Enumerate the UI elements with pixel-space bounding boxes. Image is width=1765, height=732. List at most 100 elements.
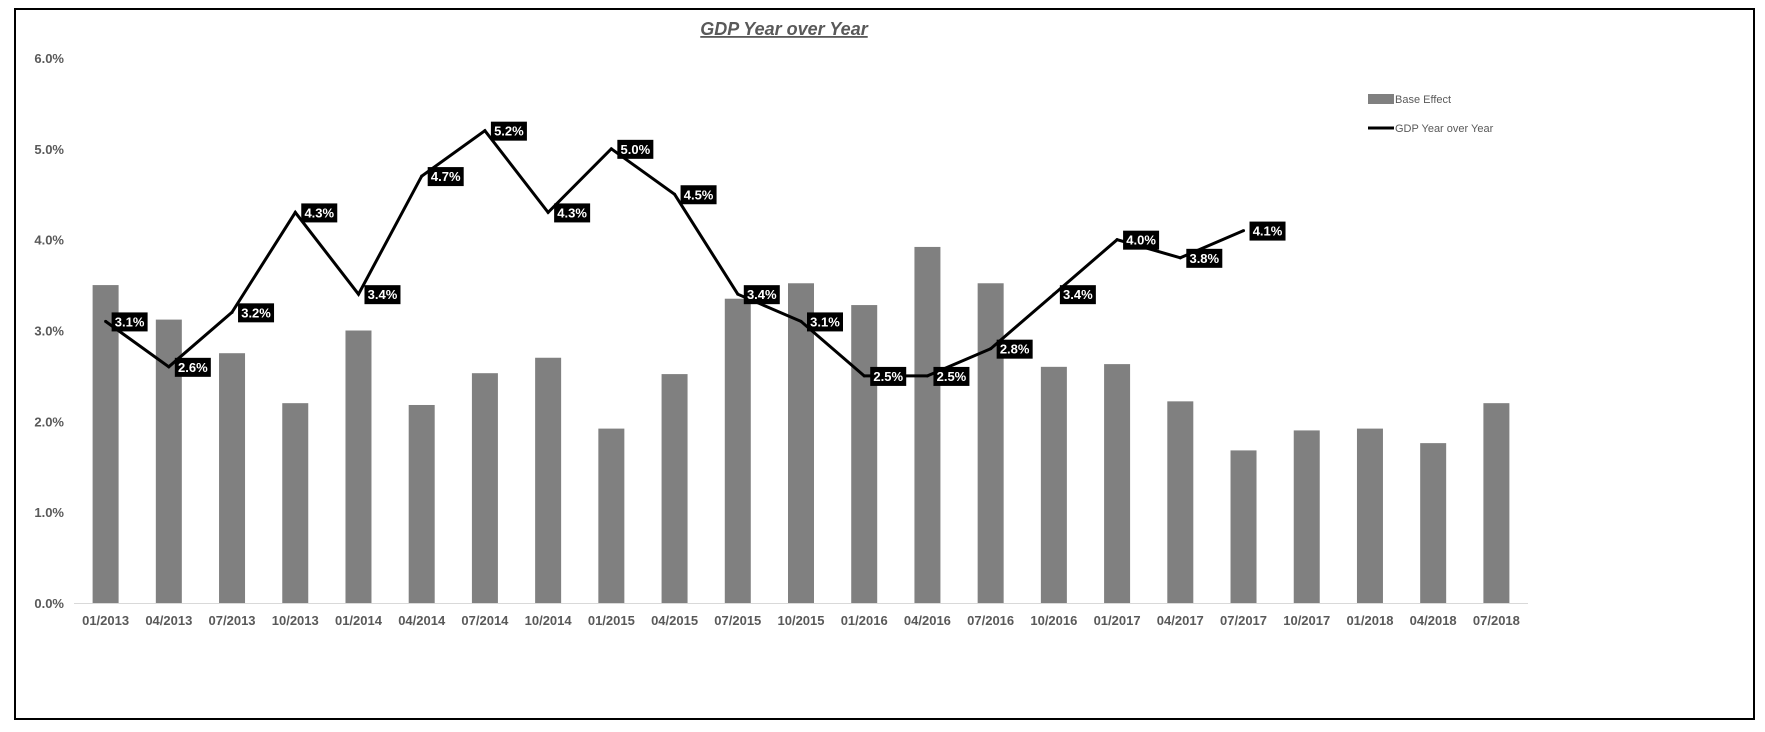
data-label-text-18: 4.1%	[1253, 224, 1283, 239]
line-point-1	[167, 365, 171, 369]
x-tick-label: 04/2013	[145, 613, 192, 628]
data-label-text-7: 4.3%	[557, 205, 587, 220]
x-tick-label: 07/2015	[714, 613, 761, 628]
x-tick-label: 10/2013	[272, 613, 319, 628]
bar-base-effect-12	[851, 305, 878, 603]
x-tick-label: 01/2013	[82, 613, 129, 628]
bar-base-effect-22	[1483, 403, 1510, 603]
legend-label-base-effect: Base Effect	[1395, 94, 1451, 106]
data-label-bg-2	[238, 303, 275, 323]
data-label-text-10: 3.4%	[747, 287, 777, 302]
x-axis: 01/2013 04/2013 07/2013 10/2013 01/2014 04/20…	[74, 603, 1528, 628]
x-tick-label: 01/2014	[335, 613, 383, 628]
y-tick-label: 0.0%	[34, 596, 64, 611]
x-tick-label: 01/2015	[588, 613, 635, 628]
data-label-text-13: 2.5%	[937, 369, 967, 384]
bar-base-effect-21	[1420, 443, 1447, 603]
line-point-13	[925, 374, 929, 378]
data-label-7: 4.3%	[554, 203, 591, 223]
data-label-1: 2.6%	[174, 357, 211, 377]
x-tick-label: 01/2017	[1094, 613, 1141, 628]
data-label-bg-4	[364, 285, 401, 305]
data-label-text-11: 3.1%	[810, 314, 840, 329]
bar-base-effect-13	[914, 246, 941, 603]
line-point-0	[104, 319, 108, 323]
data-label-text-1: 2.6%	[178, 360, 208, 375]
data-label-12: 2.5%	[870, 366, 907, 386]
bar-base-effect-17	[1167, 401, 1194, 603]
data-label-18: 4.1%	[1249, 221, 1286, 241]
line-point-15	[1052, 292, 1056, 296]
x-tick-label: 07/2016	[967, 613, 1014, 628]
bar-base-effect-0	[92, 285, 119, 603]
x-tick-label: 07/2014	[461, 613, 509, 628]
x-tick-label: 10/2014	[525, 613, 573, 628]
bar-base-effect-3	[282, 403, 309, 603]
data-label-5: 4.7%	[427, 167, 464, 187]
data-label-bg-0	[111, 312, 148, 332]
data-label-bg-3	[301, 203, 338, 223]
line-point-18	[1242, 229, 1246, 233]
data-label-13: 2.5%	[933, 366, 970, 386]
data-label-text-8: 5.0%	[621, 142, 651, 157]
data-label-text-4: 3.4%	[368, 287, 398, 302]
data-label-bg-1	[174, 357, 211, 377]
line-point-8	[609, 147, 613, 151]
data-label-bg-12	[870, 366, 907, 386]
y-axis: 0.0% 1.0% 2.0% 3.0% 4.0% 5.0% 6.0%	[34, 51, 64, 611]
x-tick-label: 04/2018	[1410, 613, 1457, 628]
data-label-bg-13	[933, 366, 970, 386]
line-point-10	[736, 292, 740, 296]
x-tick-label: 10/2017	[1283, 613, 1330, 628]
legend-label-gdp: GDP Year over Year	[1395, 123, 1494, 135]
bar-base-effect-14	[977, 283, 1004, 603]
data-label-bg-8	[617, 139, 654, 159]
bar-base-effect-9	[661, 374, 688, 603]
data-label-3: 4.3%	[301, 203, 338, 223]
x-tick-label: 04/2015	[651, 613, 698, 628]
chart-frame: GDP Year over Year 3.1% 2.6% 3.2% 4.3% 3.4% 4…	[14, 8, 1755, 720]
line-point-16	[1115, 238, 1119, 242]
data-label-2: 3.2%	[238, 303, 275, 323]
data-label-text-16: 4.0%	[1126, 233, 1156, 248]
data-label-bg-9	[680, 185, 717, 205]
data-label-17: 3.8%	[1186, 248, 1223, 268]
line-point-11	[799, 319, 803, 323]
data-label-text-12: 2.5%	[873, 369, 903, 384]
x-tick-label: 07/2013	[209, 613, 256, 628]
legend: Base Effect GDP Year over Year	[1368, 94, 1494, 135]
line-point-12	[862, 374, 866, 378]
data-label-8: 5.0%	[617, 139, 654, 159]
bar-base-effect-20	[1356, 428, 1383, 603]
data-label-11: 3.1%	[807, 312, 843, 332]
x-tick-label: 10/2016	[1030, 613, 1077, 628]
data-labels-layer: 3.1% 2.6% 3.2% 4.3% 3.4% 4.7% 5.2% 4.3% 5.0% 4.5%…	[111, 121, 1286, 386]
data-label-bg-18	[1249, 221, 1286, 241]
line-point-4	[356, 292, 360, 296]
bar-base-effect-6	[471, 373, 498, 603]
data-label-16: 4.0%	[1123, 230, 1160, 250]
data-label-6: 5.2%	[490, 121, 527, 141]
line-point-7	[546, 210, 550, 214]
data-label-text-9: 4.5%	[684, 187, 714, 202]
bar-base-effect-2	[219, 353, 246, 603]
line-point-14	[989, 347, 993, 351]
bar-base-effect-18	[1230, 450, 1257, 603]
x-tick-label: 01/2018	[1346, 613, 1393, 628]
data-label-bg-16	[1123, 230, 1160, 250]
data-label-bg-6	[490, 121, 527, 141]
data-label-bg-7	[554, 203, 591, 223]
y-tick-label: 3.0%	[34, 324, 64, 339]
bar-base-effect-8	[598, 428, 625, 603]
chart-svg: GDP Year over Year 3.1% 2.6% 3.2% 4.3% 3.4% 4…	[34, 19, 1528, 628]
data-label-14: 2.8%	[996, 339, 1033, 359]
y-tick-label: 5.0%	[34, 142, 64, 157]
data-label-text-0: 3.1%	[115, 314, 145, 329]
x-tick-label: 04/2016	[904, 613, 951, 628]
line-point-3	[293, 210, 297, 214]
bar-base-effect-15	[1040, 366, 1067, 603]
data-label-bg-14	[996, 339, 1033, 359]
bar-base-effect-10	[724, 298, 751, 603]
x-tick-label: 10/2015	[778, 613, 825, 628]
bar-base-effect-11	[788, 283, 814, 603]
